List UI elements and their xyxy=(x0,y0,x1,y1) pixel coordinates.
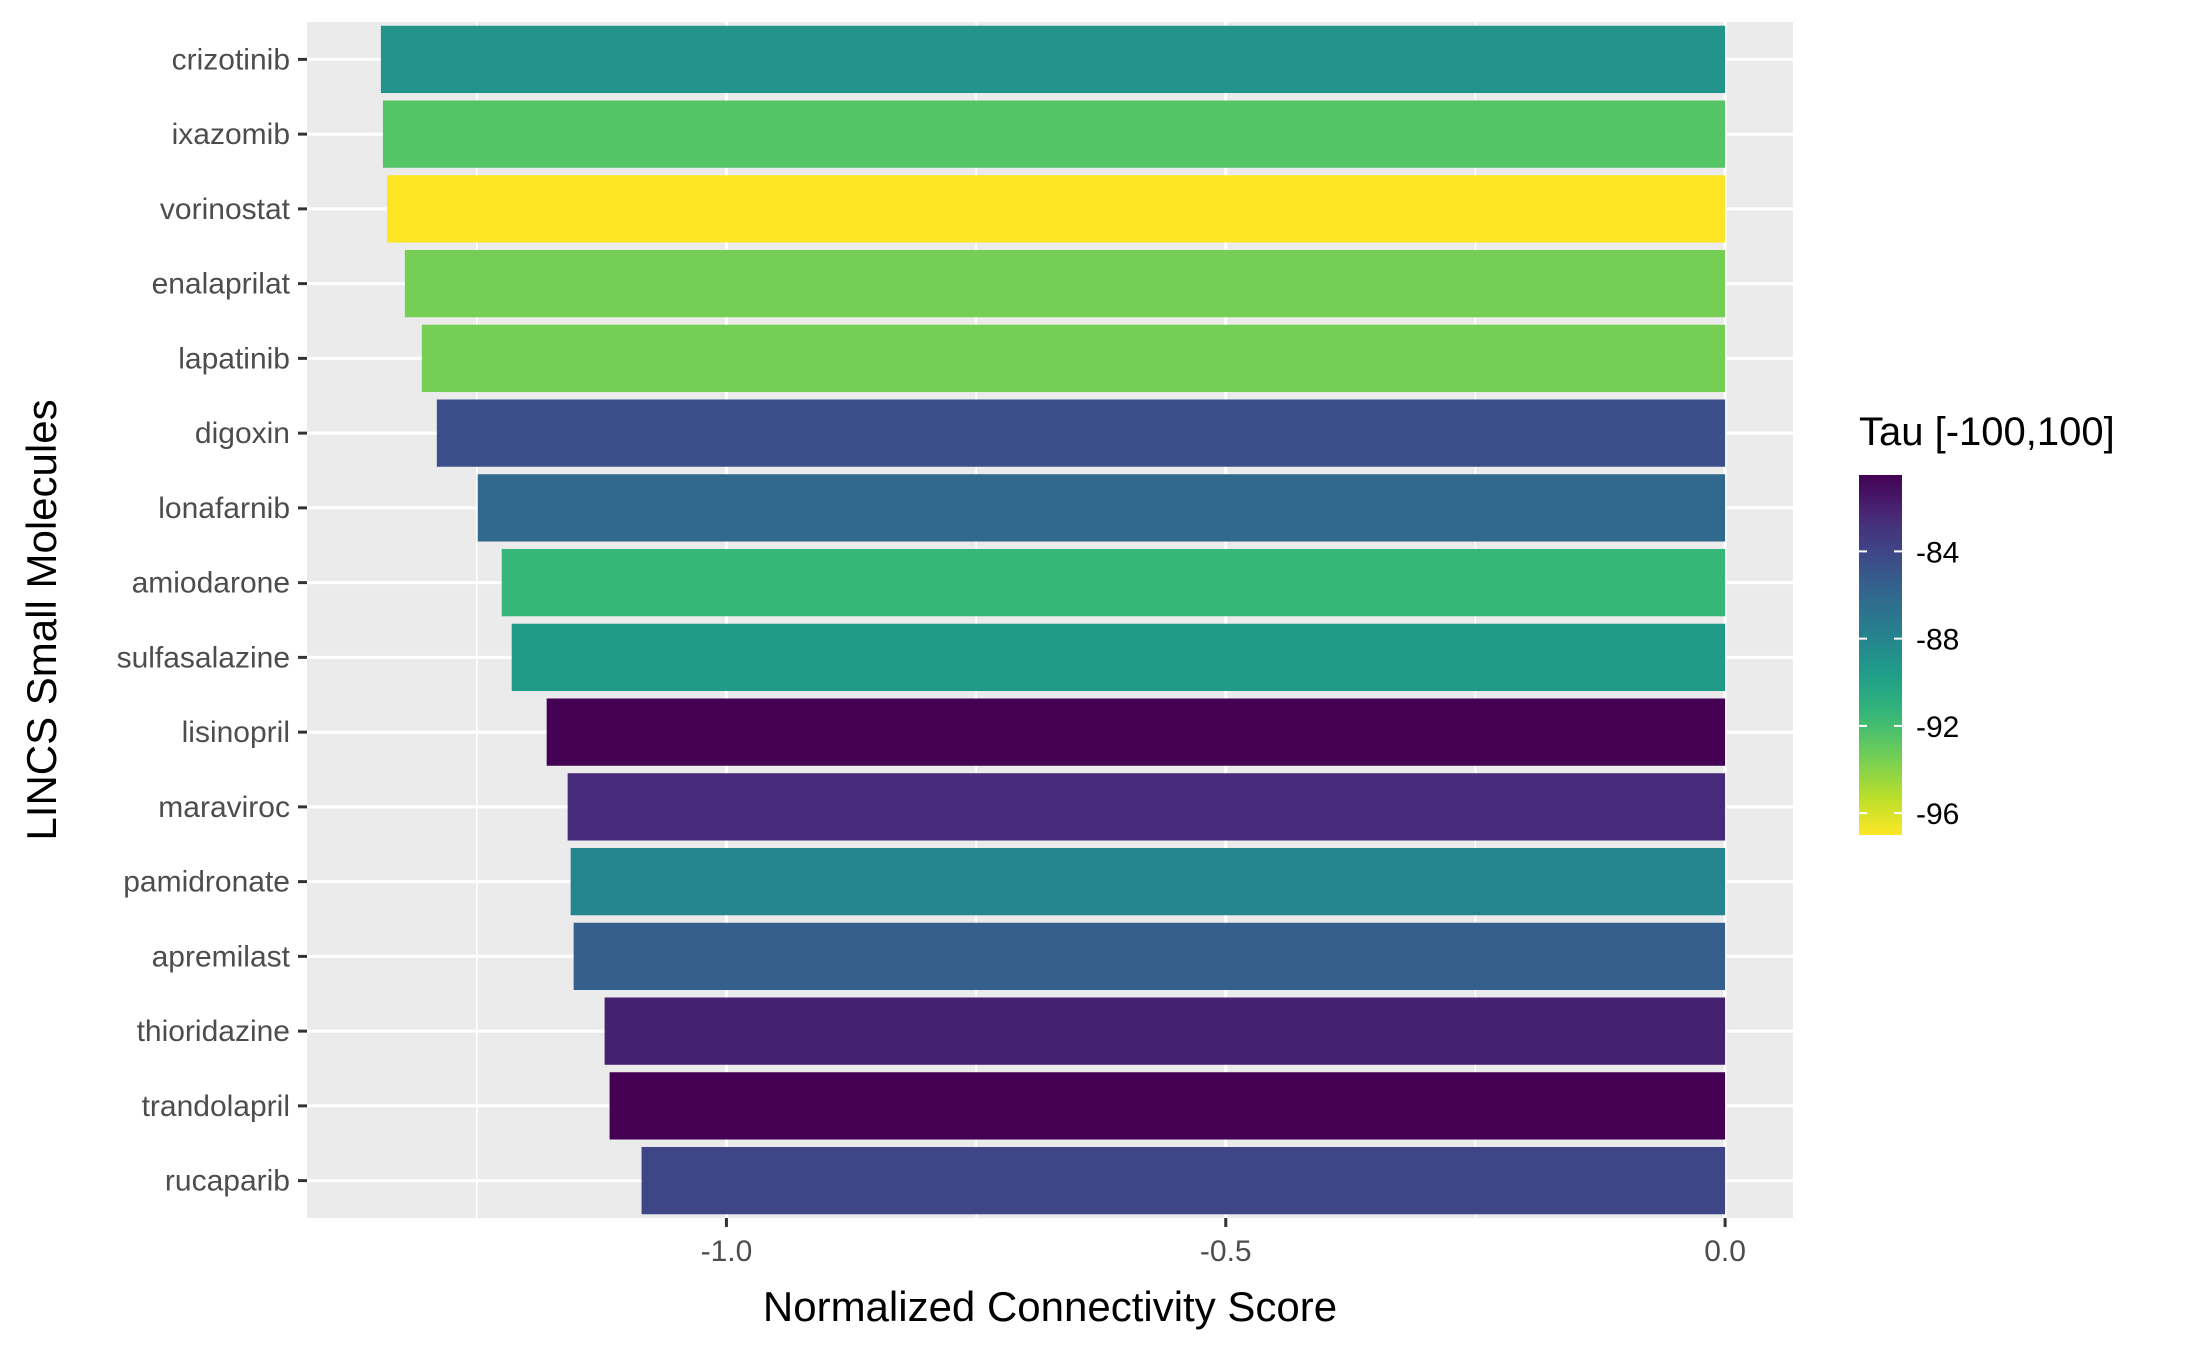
y-tick-label: lisinopril xyxy=(182,716,290,749)
y-tick-label: amiodarone xyxy=(132,567,290,600)
y-tick-label: thioridazine xyxy=(137,1015,290,1048)
bar-sulfasalazine xyxy=(511,623,1726,692)
bar-rucaparib xyxy=(641,1146,1726,1215)
bar-ixazomib xyxy=(382,100,1726,168)
y-axis: crizotinib ixazomib vorinostat enalaprilat l… xyxy=(117,43,307,1198)
legend-tick-label: -84 xyxy=(1916,536,1959,569)
y-axis-title: LINCS Small Molecules xyxy=(18,399,65,840)
y-tick-label: crizotinib xyxy=(172,43,290,76)
legend-colorbar xyxy=(1859,475,1902,835)
x-axis: -1.0 -0.5 0.0 xyxy=(701,1218,1746,1268)
x-axis-title: Normalized Connectivity Score xyxy=(763,1283,1337,1330)
bar-lonafarnib xyxy=(477,474,1726,542)
y-tick-label: trandolapril xyxy=(142,1090,290,1123)
legend-title: Tau [-100,100] xyxy=(1859,410,2115,454)
legend-tick-label: -96 xyxy=(1916,798,1959,831)
y-tick-label: digoxin xyxy=(195,417,290,450)
bar-maraviroc xyxy=(567,773,1726,841)
legend-ticks: -84 -88 -92 -96 xyxy=(1859,536,1959,831)
y-tick-label: vorinostat xyxy=(160,193,291,226)
y-tick-label: apremilast xyxy=(152,940,291,973)
bars xyxy=(380,25,1726,1215)
bar-apremilast xyxy=(573,922,1726,991)
y-tick-label: sulfasalazine xyxy=(117,641,290,674)
x-tick-label: -0.5 xyxy=(1200,1235,1252,1268)
x-tick-label: 0.0 xyxy=(1704,1235,1746,1268)
legend-tick-label: -88 xyxy=(1916,624,1959,657)
y-tick-label: lapatinib xyxy=(178,342,290,375)
x-tick-label: -1.0 xyxy=(701,1235,753,1268)
bar-enalaprilat xyxy=(404,249,1726,318)
y-tick-label: lonafarnib xyxy=(158,492,290,525)
legend-tick-label: -92 xyxy=(1916,711,1959,744)
bar-lisinopril xyxy=(546,698,1726,766)
y-tick-label: ixazomib xyxy=(172,118,290,151)
bar-crizotinib xyxy=(380,25,1726,94)
bar-digoxin xyxy=(436,399,1726,467)
y-tick-label: maraviroc xyxy=(158,791,290,824)
y-tick-label: enalaprilat xyxy=(152,268,291,301)
color-legend: Tau [-100,100] -84 -88 -92 -96 xyxy=(1859,410,2115,835)
y-tick-label: rucaparib xyxy=(165,1165,290,1198)
bar-vorinostat xyxy=(386,175,1726,243)
bar-amiodarone xyxy=(501,548,1726,617)
y-tick-label: pamidronate xyxy=(123,866,290,899)
bar-lapatinib xyxy=(421,324,1726,393)
bar-pamidronate xyxy=(570,847,1726,916)
bar-trandolapril xyxy=(609,1072,1726,1140)
bar-thioridazine xyxy=(604,997,1726,1065)
